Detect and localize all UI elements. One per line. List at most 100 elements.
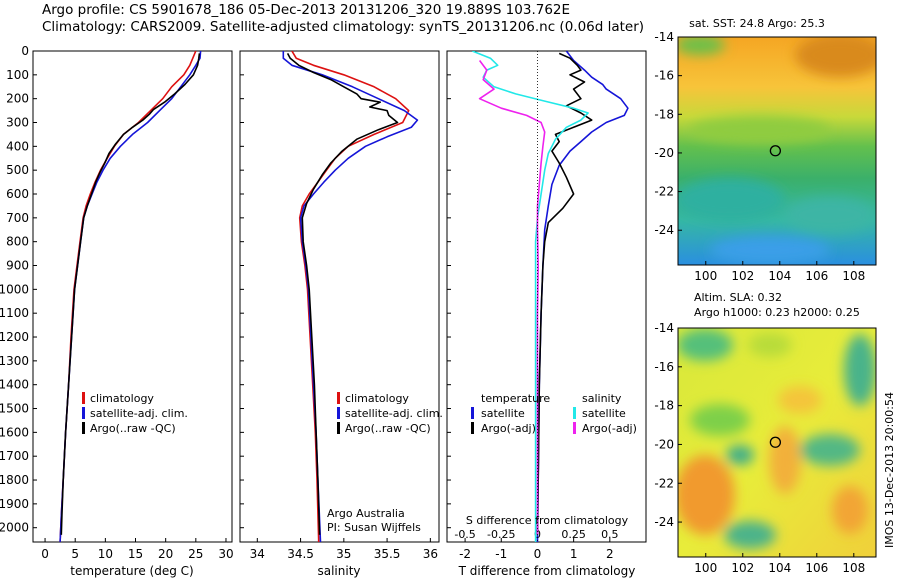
temperature-x-tick-label: 5 [71,547,79,561]
difference-t-tick-label: -1 [495,547,507,561]
depth-tick-label: 800 [6,235,29,249]
low-anomaly [800,434,860,466]
sla-map-title: Altim. SLA: 0.32 [694,291,782,304]
imos-timestamp: IMOS 13-Dec-2013 20:00:54 [883,392,896,548]
header-line-2: Climatology: CARS2009. Satellite-adjuste… [42,19,645,35]
series-line-satellite-adj-clim- [282,51,419,542]
sla-map-frame [677,327,877,558]
legend-label-argo: Argo(..raw -QC) [345,422,431,435]
salinity-x-label: salinity [317,564,360,578]
map-lon-label: 104 [768,561,791,575]
salinity-series [282,51,419,542]
difference-t-tick-label: 2 [606,547,614,561]
series-line-satellite-adj-clim- [59,51,202,542]
map-lon-label: 106 [805,561,828,575]
sst-map-frame [677,36,877,266]
difference-series [472,51,629,542]
temperature-x-tick-label: 10 [98,547,113,561]
map-lat-label: -20 [654,146,674,160]
salinity-legend: climatology satellite-adj. clim. Argo(..… [327,392,443,534]
sla-field [678,328,876,557]
series-line-satellite [472,51,589,542]
depth-tick-label: 600 [6,187,29,201]
depth-tick-label: 1300 [0,354,29,368]
legend-swatch-satellite [337,407,340,419]
legend-label-climatology: climatology [345,392,409,405]
sst-field [678,37,876,265]
sla-map-ticks: 100 102 104 106 108 -14 -16 -18 -20 -22 -24 [654,321,865,575]
depth-tick-label: 400 [6,139,29,153]
map-lon-label: 100 [694,561,717,575]
legend-title-salinity: salinity [582,392,622,405]
map-lat-label: -16 [654,360,674,374]
legend-swatch-s-argo [573,422,576,434]
map-lon-label: 106 [805,269,828,283]
map-lat-label: -18 [654,107,674,121]
difference-t-tick-label: 1 [570,547,578,561]
temperature-x-axis: 0 5 10 15 20 25 30 [41,538,234,561]
map-lat-label: -24 [654,515,674,529]
sst-map: sat. SST: 24.8 Argo: 25.3 100 102 104 106 10… [654,17,877,283]
map-lat-label: -20 [654,437,674,451]
green-patch [678,37,725,55]
difference-panel-frame [446,50,647,543]
legend-swatch-argo [337,422,340,434]
salinity-x-tick-label: 34 [250,547,265,561]
map-lat-label: -16 [654,69,674,83]
legend-label-argo: Argo(..raw -QC) [90,422,176,435]
difference-x-axis: -2 -1 0 1 2-0.5 -0.25 0 0.25 0.5 [454,528,618,561]
salinity-x-tick-label: 34.5 [287,547,314,561]
sst-map-ticks: 100 102 104 106 108 -14 -16 -18 -20 -22 -24 [654,30,865,283]
legend-label-s-satellite: satellite [582,407,626,420]
legend-swatch-satellite [82,407,85,419]
map-lon-label: 100 [694,269,717,283]
difference-s-x-label: S difference from climatology [466,514,629,527]
low-anomaly [844,334,876,406]
temperature-x-tick-label: 0 [41,547,49,561]
map-lon-label: 102 [731,269,754,283]
map-lat-label: -22 [654,476,674,490]
temperature-x-tick-label: 30 [218,547,233,561]
temperature-x-tick-label: 25 [188,547,203,561]
argo-position-marker [769,436,782,448]
legend-label-t-argo: Argo(-adj) [481,422,536,435]
legend-swatch-climatology [337,392,340,404]
map-lat-label: -14 [654,30,674,44]
series-line-climatology [59,51,197,542]
salinity-x-tick-label: 35 [336,547,351,561]
series-line-argo-raw-qc- [60,53,201,535]
depth-tick-label: 1800 [0,473,29,487]
difference-legend: temperature salinity satellite Argo(-adj… [471,392,637,435]
low-anomaly [690,404,750,436]
salinity-x-tick-label: 35.5 [374,547,401,561]
legend-swatch-t-satellite [471,407,474,419]
temperature-x-tick-label: 15 [128,547,143,561]
teal-patch [678,178,785,222]
green-band [690,116,830,144]
difference-t-tick-label: 0 [534,547,542,561]
legend-label-satellite: satellite-adj. clim. [90,407,188,420]
map-lat-label: -22 [654,185,674,199]
map-lat-label: -18 [654,399,674,413]
depth-tick-label: 900 [6,259,29,273]
map-lon-label: 102 [731,561,754,575]
depth-tick-label: 1700 [0,449,29,463]
sla-map: Altim. SLA: 0.32 Argo h1000: 0.23 h2000:… [654,291,877,575]
legend-label-satellite: satellite-adj. clim. [345,407,443,420]
high-anomaly [769,426,801,494]
temperature-panel-frame [32,50,233,543]
depth-tick-label: 1500 [0,402,29,416]
low-anomaly [678,329,733,361]
legend-swatch-argo [82,422,85,434]
map-lon-label: 108 [842,561,865,575]
legend-label-s-argo: Argo(-adj) [582,422,637,435]
low-anomaly [724,521,776,549]
depth-tick-label: 500 [6,163,29,177]
legend-label-climatology: climatology [90,392,154,405]
depth-tick-label: 2000 [0,521,29,535]
map-lon-label: 104 [768,269,791,283]
low-anomaly [726,445,754,465]
salinity-panel-frame [239,50,440,543]
depth-tick-label: 100 [6,68,29,82]
